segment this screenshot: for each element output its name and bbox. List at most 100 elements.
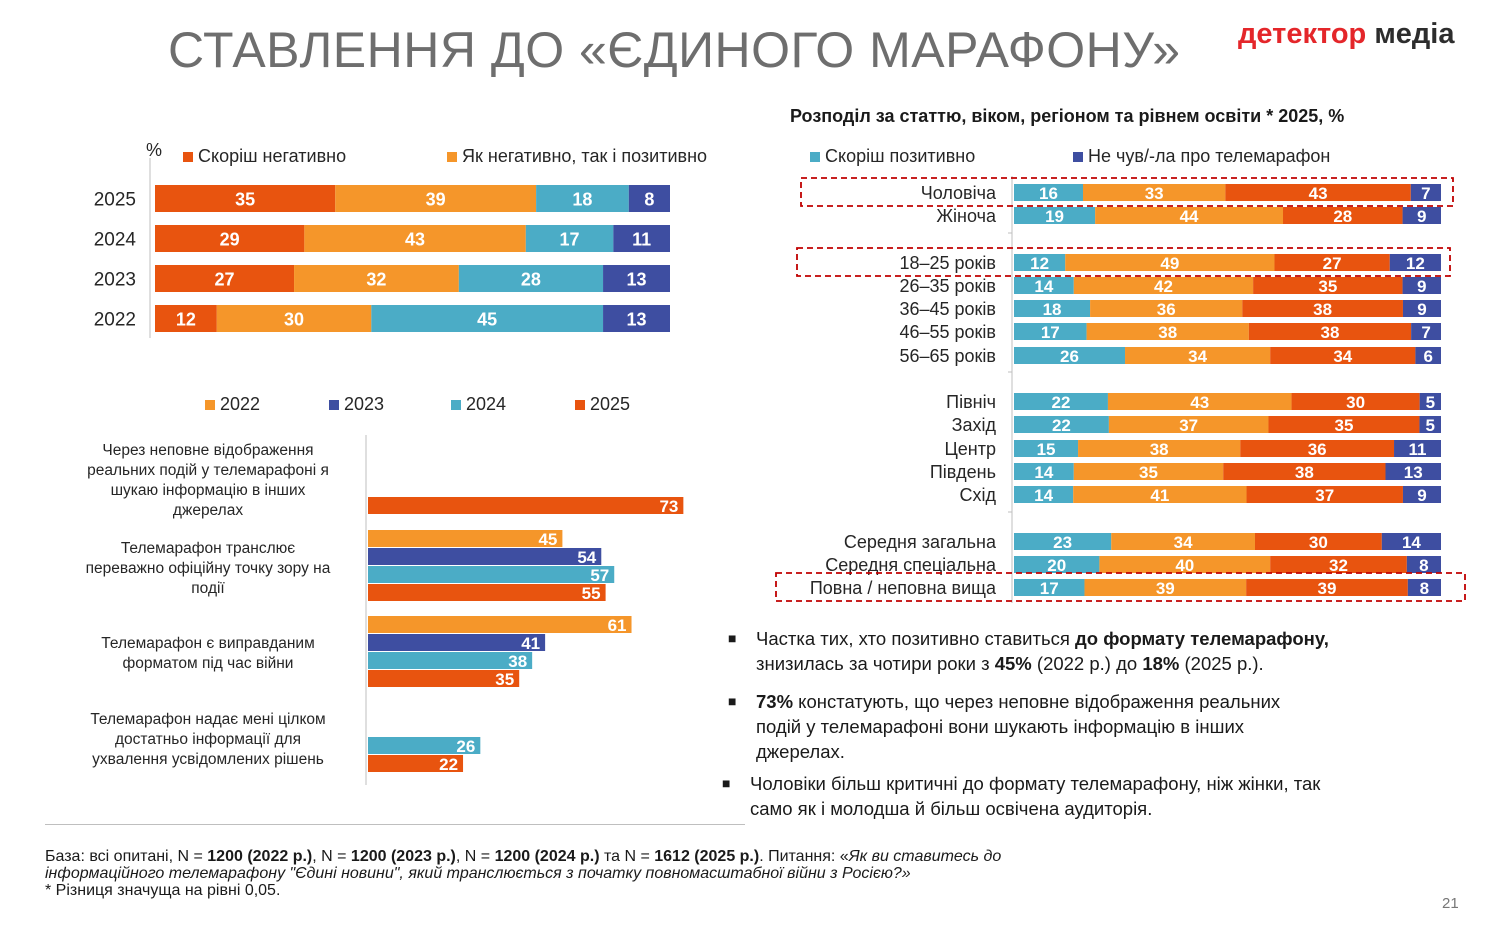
bar-segment: [304, 225, 526, 252]
data-label: 55: [582, 584, 601, 603]
data-label: 26: [1060, 347, 1079, 366]
bar-segment: [1419, 416, 1441, 433]
legend-item-mixed: Як негативно, так і позитивно: [447, 146, 707, 167]
data-label: 54: [577, 548, 596, 567]
data-label: 43: [405, 230, 425, 250]
category-label: Телемарафон є виправданим: [101, 635, 314, 652]
bullet-text: джерелах.: [756, 741, 845, 762]
data-label: 45: [538, 530, 557, 549]
data-label: 16: [1039, 184, 1058, 203]
data-label: 12: [1406, 254, 1425, 273]
bar-segment: [1014, 556, 1100, 573]
data-label: 36: [1308, 440, 1327, 459]
bar: [368, 634, 546, 651]
bar-segment: [1407, 579, 1441, 596]
bar-segment: [1107, 393, 1292, 410]
data-label: 13: [627, 310, 647, 330]
data-label: 57: [590, 566, 609, 585]
legend-swatch: [810, 151, 820, 162]
bar: [368, 584, 606, 601]
category-label: Середня загальна: [844, 532, 997, 552]
bullet-text: Чоловіки більш критичні до формату телем…: [750, 773, 1321, 794]
data-label: 38: [1321, 323, 1340, 342]
bar-segment: [1014, 300, 1091, 317]
data-label: 17: [560, 230, 580, 250]
data-label: 27: [1323, 254, 1342, 273]
category-label: ухвалення усвідомлених рішень: [92, 751, 324, 768]
bar: [368, 566, 615, 583]
bar-segment: [1270, 556, 1407, 573]
data-label: 39: [426, 190, 446, 210]
highlight-box: [775, 572, 1466, 602]
legend-swatch: [1073, 151, 1083, 162]
legend-item-2024: 2024: [451, 394, 506, 415]
legend-item-2022: 2022: [205, 394, 260, 415]
data-label: 22: [439, 755, 458, 774]
bar-segment: [603, 305, 670, 332]
data-label: 12: [1030, 254, 1049, 273]
data-label: 35: [1334, 416, 1353, 435]
data-label: 7: [1421, 323, 1430, 342]
data-label: 61: [608, 616, 627, 635]
data-label: 29: [220, 230, 240, 250]
bar-segment: [1242, 300, 1403, 317]
footer-divider: [45, 824, 745, 825]
bullet-marker: ■: [728, 693, 737, 709]
bullet-bold: до формату телемарафону,: [1075, 628, 1329, 649]
category-label: Схід: [959, 485, 996, 505]
data-label: 73: [659, 497, 678, 516]
category-label: Чоловіча: [921, 183, 997, 203]
category-label: Захід: [952, 415, 997, 435]
bar-segment: [1402, 486, 1441, 503]
category-label: Через неповне відображення: [102, 442, 313, 459]
category-label: 46–55 років: [899, 322, 996, 342]
bar-segment: [1402, 277, 1441, 294]
legend-swatch: [183, 151, 193, 162]
bar-segment: [536, 185, 629, 212]
bar: [368, 530, 563, 547]
bar-segment: [458, 265, 604, 292]
bar-segment: [525, 225, 614, 252]
bar-segment: [294, 265, 459, 292]
percent-label: %: [146, 140, 163, 160]
data-label: 28: [521, 270, 541, 290]
category-label: достатньо інформації для: [115, 731, 301, 748]
bar-segment: [1014, 347, 1126, 364]
footer-n: 1612 (2025 р.): [654, 848, 760, 865]
bar-segment: [155, 225, 305, 252]
bar-segment: [1419, 393, 1441, 410]
data-label: 35: [235, 190, 255, 210]
data-label: 14: [1034, 277, 1053, 296]
bar-segment: [1014, 393, 1108, 410]
bar-segment: [1270, 347, 1416, 364]
data-label: 30: [1346, 393, 1365, 412]
data-label: 38: [508, 652, 527, 671]
bar-segment: [1410, 184, 1441, 201]
data-label: 17: [1041, 323, 1060, 342]
bar-segment: [335, 185, 537, 212]
bar-segment: [1111, 533, 1255, 550]
bar-segment: [1065, 254, 1275, 271]
data-label: 13: [1404, 463, 1423, 482]
data-label: 38: [1158, 323, 1177, 342]
data-label: 32: [1329, 556, 1348, 575]
bar-segment: [1014, 463, 1074, 480]
footer-question: інформаційного телемарафону "Єдині новин…: [45, 865, 911, 882]
data-label: 39: [1318, 579, 1337, 598]
bar-segment: [1014, 440, 1079, 457]
data-label: 23: [1053, 533, 1072, 552]
bar-segment: [1014, 277, 1074, 294]
data-label: 6: [1423, 347, 1432, 366]
legend-swatch: [451, 399, 461, 410]
bar: [368, 497, 684, 514]
data-label: 44: [1180, 207, 1199, 226]
data-label: 5: [1426, 393, 1435, 412]
bar-segment: [1014, 486, 1074, 503]
bar-segment: [1415, 347, 1441, 364]
data-label: 30: [1309, 533, 1328, 552]
bullet-text: (2022 р.) до: [1031, 653, 1143, 674]
category-label: Південь: [930, 462, 996, 482]
data-label: 40: [1175, 556, 1194, 575]
footer-n: 1200 (2023 р.): [350, 848, 456, 865]
